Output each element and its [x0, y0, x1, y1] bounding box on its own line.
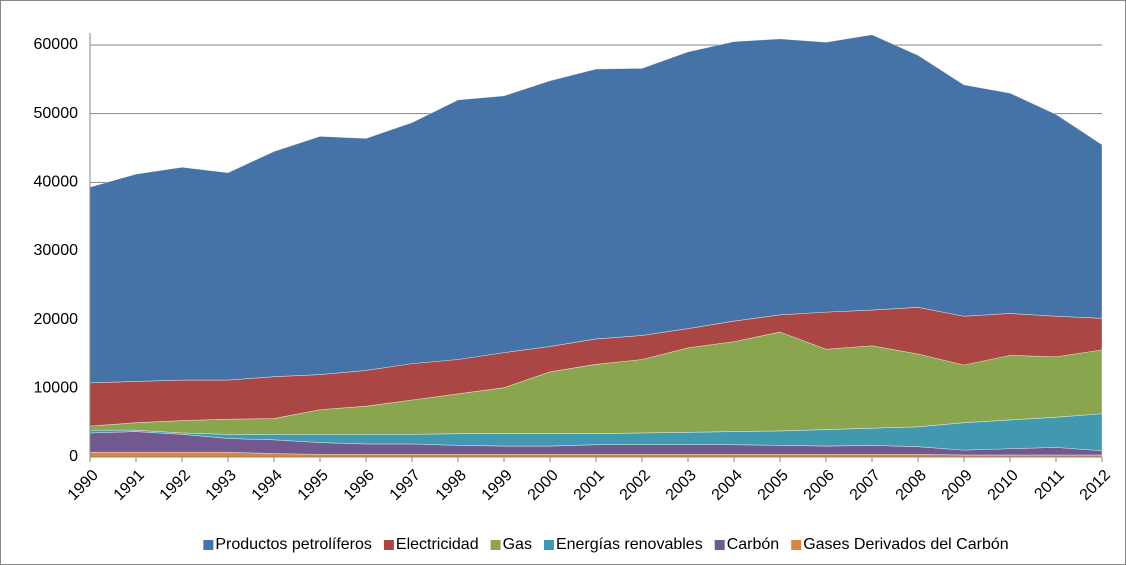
legend-swatch	[543, 540, 554, 550]
legend-swatch	[791, 540, 802, 550]
y-tick-label: 50000	[34, 105, 79, 122]
legend: Productos petrolíferos Electricidad Gas Ene…	[203, 536, 1009, 553]
legend-swatch	[490, 540, 501, 550]
legend-label: Carbón	[727, 536, 779, 553]
area	[89, 34, 1103, 384]
y-tick-label: 30000	[34, 242, 79, 259]
y-tick-label: 0	[69, 448, 78, 465]
legend-swatch	[383, 540, 394, 550]
legend-label: Gases Derivados del Carbón	[803, 536, 1008, 553]
legend-label: Electricidad	[396, 536, 479, 553]
y-tick-label: 60000	[34, 36, 79, 53]
y-tick-label: 10000	[34, 380, 79, 397]
legend-label: Gas	[503, 536, 532, 553]
y-tick-label: 40000	[34, 174, 79, 191]
legend-swatch	[714, 540, 725, 550]
legend-label: Energías renovables	[556, 536, 703, 553]
y-tick-label: 20000	[34, 311, 79, 328]
legend-label: Productos petrolíferos	[215, 536, 372, 553]
legend-swatch	[203, 540, 214, 550]
